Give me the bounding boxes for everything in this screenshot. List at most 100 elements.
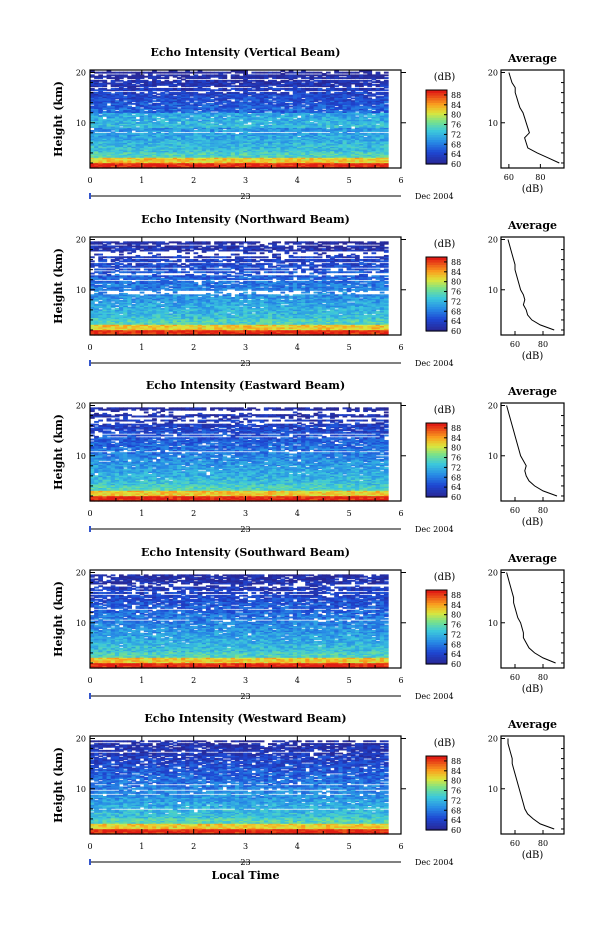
heatmap-cell [247,151,253,154]
heatmap-cell [325,87,331,90]
heatmap-cell [127,157,132,160]
heatmap-cell [379,132,385,135]
heatmap-cell [90,150,95,153]
heatmap-cell [210,162,215,165]
heatmap-cell [296,149,302,151]
heatmap-cell [147,165,153,168]
heatmap-cell [135,165,141,168]
heatmap-cell [218,142,224,145]
heatmap-cell [127,154,132,157]
heatmap-cell [325,163,331,166]
heatmap-cell [127,79,132,82]
heatmap-cell [354,157,360,160]
heatmap-cell [334,106,339,109]
heatmap-cell [309,71,315,74]
heatmap-cell [321,132,327,135]
heatmap-cell [143,165,149,168]
heatmap-cell [247,154,253,157]
heatmap-cell [305,79,310,82]
heatmap-cell [272,142,277,145]
heatmap-cell [317,149,323,151]
heatmap-cell [172,144,178,147]
heatmap-cell [268,165,273,168]
heatmap-cell [330,163,335,166]
heatmap-cell [346,132,352,135]
heatmap-cell [226,159,232,162]
heatmap-cell [193,71,199,74]
heatmap-cell [143,163,149,166]
heatmap-cell [114,159,120,162]
heatmap-cell [135,132,141,135]
heatmap-cell [205,165,211,168]
heatmap-cell [106,146,112,149]
heatmap-cell [379,159,385,162]
heatmap-cell [280,142,286,145]
heatmap-cell [263,143,269,146]
heatmap-cell [197,154,203,157]
heatmap-cell [114,143,120,146]
heatmap-cell [114,150,120,153]
heatmap-cell [164,146,170,149]
heatmap-cell [247,158,253,161]
heatmap-cell [255,79,261,82]
heatmap-cell [131,92,137,94]
heatmap-cell [305,87,310,90]
heatmap-cell [201,155,207,158]
heatmap-cell [210,163,215,166]
heatmap-cell [172,83,178,86]
heatmap-cell [383,149,389,151]
heatmap-cell [325,162,331,165]
heatmap-cell [259,71,265,74]
heatmap-cell [214,146,219,149]
heatmap-cell [193,132,199,135]
heatmap-cell [193,142,199,145]
heatmap-cell [251,154,257,157]
heatmap-cell [172,74,178,77]
heatmap-cell [383,77,389,80]
heatmap-cell [164,161,170,164]
heatmap-cell [143,161,149,164]
heatmap-cell [127,71,132,74]
heatmap-cell [263,162,269,165]
heatmap-cell [205,102,211,105]
heatmap-cell [193,163,199,166]
heatmap-cell [247,147,253,150]
heatmap-cell [359,144,364,147]
heatmap-cell [176,108,182,111]
heatmap-cell [276,93,282,96]
heatmap-cell [259,79,265,82]
heatmap-cell [90,165,95,168]
heatmap-cell [123,155,128,158]
heatmap-cell [288,132,294,135]
heatmap-cell [268,140,273,143]
heatmap-cell [172,140,178,143]
heatmap-cell [193,154,199,157]
heatmap-cell [147,143,153,146]
heatmap-cell [201,157,207,160]
heatmap-cell [280,108,286,111]
heatmap-cell [292,161,298,164]
heatmap-cell [201,93,207,96]
heatmap-cell [375,161,381,164]
heatmap-cell [160,151,166,154]
heatmap-cell [350,150,356,153]
heatmap-cell [98,147,104,150]
heatmap-cell [131,162,137,165]
heatmap-cell [172,132,178,135]
heatmap-cell [181,74,186,77]
heatmap-cell [243,87,248,90]
heatmap-cell [94,158,99,161]
heatmap-cell [201,74,207,77]
heatmap-cell [354,150,360,153]
heatmap-cell [272,162,277,165]
heatmap-cell [147,87,153,90]
heatmap-cell [371,157,377,160]
heatmap-cell [234,109,240,112]
heatmap-cell [346,92,352,94]
heatmap-cell [325,158,331,161]
average-frame [500,69,565,169]
heatmap-cell [189,155,195,158]
heatmap-cell [131,146,137,149]
heatmap-cell [152,161,157,164]
heatmap-cell [263,74,269,77]
